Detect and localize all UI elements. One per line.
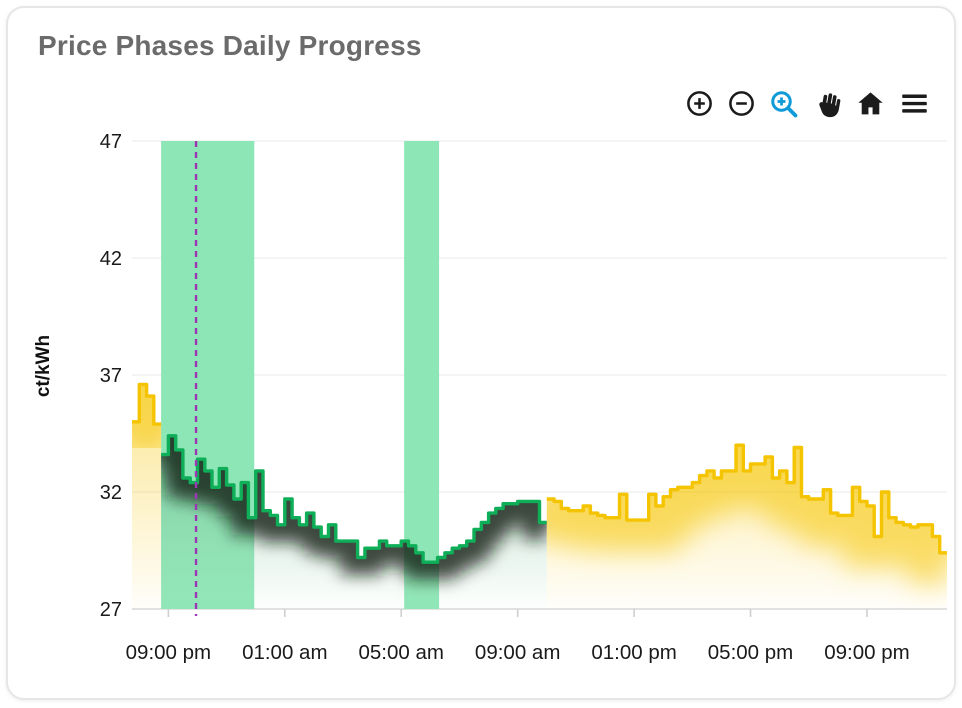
x-tick-label: 09:00 pm bbox=[126, 641, 211, 664]
highlight-band bbox=[404, 141, 439, 609]
selection-zoom-button[interactable] bbox=[767, 87, 801, 121]
x-tick-label: 05:00 pm bbox=[708, 641, 793, 664]
chart-card: 27 32 37 42 47 09:00 pm 01:00 am 05:00 am 09:00 … bbox=[6, 6, 956, 700]
zoom-out-icon bbox=[727, 89, 756, 118]
y-tick-label: 42 bbox=[100, 248, 122, 270]
home-icon bbox=[855, 88, 886, 119]
x-tick-label: 05:00 am bbox=[358, 641, 443, 664]
selection-zoom-icon bbox=[769, 89, 799, 119]
menu-button[interactable] bbox=[897, 86, 932, 121]
pan-hand-icon bbox=[812, 89, 842, 119]
y-axis-title: ct/kWh bbox=[33, 335, 55, 397]
pan-button[interactable] bbox=[810, 87, 844, 121]
x-tick-label: 01:00 am bbox=[242, 641, 327, 664]
zoom-out-button[interactable] bbox=[725, 87, 758, 120]
chart-title: Price Phases Daily Progress bbox=[38, 30, 422, 62]
menu-icon bbox=[899, 88, 930, 119]
reset-zoom-button[interactable] bbox=[853, 86, 888, 121]
y-tick-label: 32 bbox=[100, 482, 122, 504]
zoom-in-button[interactable] bbox=[683, 87, 716, 120]
zoom-in-icon bbox=[685, 89, 714, 118]
chart-toolbar bbox=[683, 86, 932, 121]
x-tick-label: 01:00 pm bbox=[591, 641, 676, 664]
x-tick-label: 09:00 am bbox=[475, 641, 560, 664]
y-tick-label: 47 bbox=[100, 131, 122, 153]
y-tick-label: 37 bbox=[100, 365, 122, 387]
y-tick-label: 27 bbox=[100, 599, 122, 621]
x-tick-label: 09:00 pm bbox=[824, 641, 909, 664]
